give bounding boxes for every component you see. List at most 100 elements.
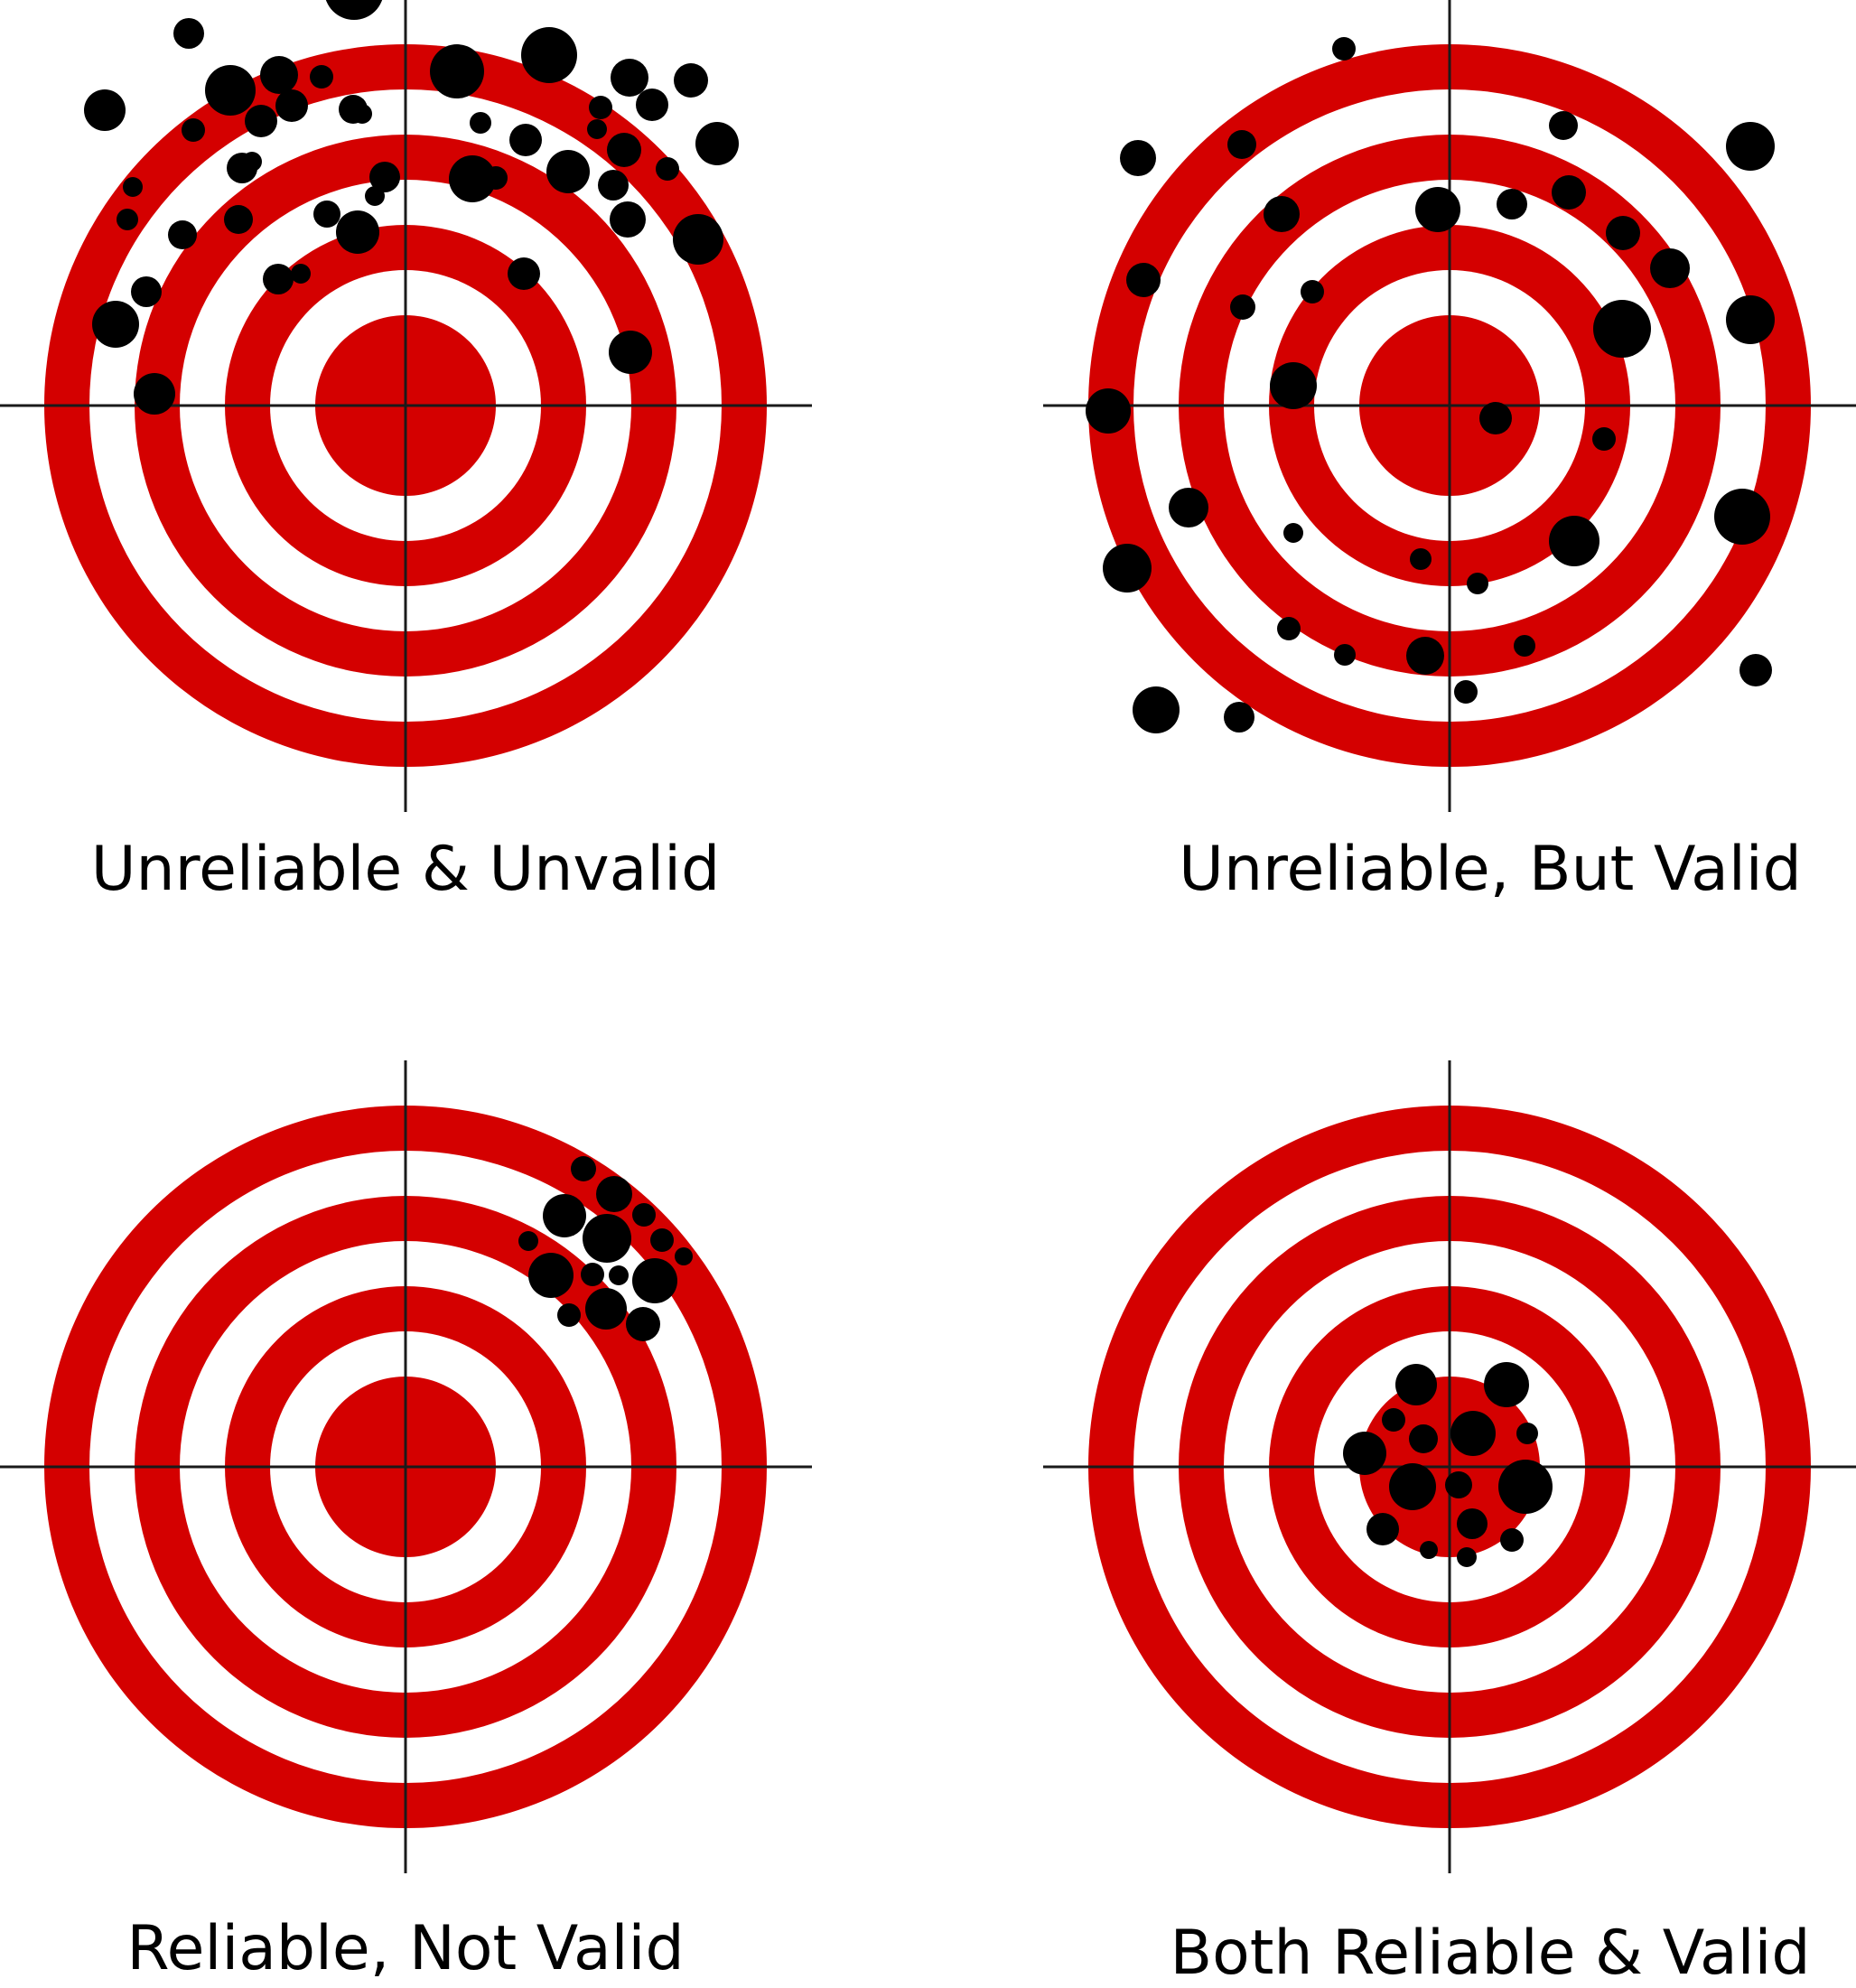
shot-hole [1103, 544, 1152, 593]
shot-hole [1227, 130, 1256, 159]
shot-hole [1334, 644, 1356, 666]
shot-hole [585, 1288, 627, 1330]
target-both-reliable-valid: Both Reliable & Valid [1043, 1060, 1856, 1988]
shot-hole [1498, 1460, 1553, 1514]
shot-hole [609, 331, 652, 374]
shot-hole [1230, 294, 1255, 320]
shot-hole [1467, 573, 1488, 594]
shot-hole [1549, 516, 1600, 566]
shot-hole [1277, 617, 1301, 640]
shot-hole [632, 1203, 656, 1227]
shot-hole [1497, 189, 1527, 219]
shot-hole [610, 201, 646, 238]
target-unreliable-valid: Unreliable, But Valid [1043, 0, 1856, 905]
shot-hole [484, 166, 508, 190]
shot-hole [336, 210, 379, 254]
shot-hole [583, 1214, 631, 1263]
target-caption: Unreliable, But Valid [1179, 834, 1802, 905]
shot-hole [518, 1231, 538, 1251]
shot-hole [1484, 1362, 1529, 1407]
target-caption: Both Reliable & Valid [1170, 1918, 1810, 1988]
shot-hole [260, 56, 298, 94]
shot-hole [182, 118, 205, 142]
shot-hole [587, 119, 607, 139]
shot-hole [1409, 1424, 1438, 1453]
shot-hole [1343, 1432, 1386, 1475]
shot-hole [607, 133, 641, 167]
shot-hole [1726, 295, 1775, 344]
shot-hole [695, 122, 739, 165]
shot-hole [291, 264, 311, 284]
shot-hole [675, 1247, 693, 1265]
shot-hole [1592, 427, 1616, 451]
shot-hole [626, 1307, 660, 1341]
shot-hole [546, 150, 590, 193]
shot-hole [1382, 1408, 1405, 1432]
shot-hole [1516, 1423, 1538, 1444]
shot-hole [1739, 654, 1772, 686]
shot-hole [611, 59, 648, 97]
crosshair [0, 0, 812, 812]
crosshair [0, 1060, 812, 1873]
shot-hole [1714, 489, 1770, 545]
target-unreliable-unvalid: Unreliable & Unvalid [0, 0, 812, 905]
shot-hole [632, 1258, 677, 1303]
shot-hole [1726, 122, 1775, 171]
shot-hole [1264, 196, 1300, 232]
shot-hole [1086, 388, 1131, 434]
shot-hole [571, 1156, 596, 1181]
shot-hole [1479, 402, 1512, 434]
shot-hole [1457, 1508, 1488, 1539]
shot-hole [543, 1194, 586, 1237]
shot-hole [84, 89, 126, 131]
shot-hole [325, 0, 383, 20]
target-caption: Reliable, Not Valid [126, 1913, 684, 1984]
shot-hole [224, 205, 253, 234]
shot-hole [650, 1228, 674, 1252]
shot-hole [1366, 1513, 1399, 1545]
shot-hole [1133, 686, 1180, 733]
shot-holes [1086, 37, 1775, 733]
shot-hole [313, 201, 340, 228]
shot-hole [673, 214, 723, 265]
shot-hole [117, 209, 138, 230]
shot-hole [674, 63, 708, 98]
shot-holes [518, 1156, 693, 1341]
shot-hole [557, 1303, 581, 1327]
shot-hole [581, 1263, 604, 1286]
shot-hole [1450, 1411, 1496, 1456]
shot-hole [1120, 140, 1156, 176]
shot-hole [1301, 280, 1324, 303]
shot-hole [1389, 1463, 1436, 1510]
shot-hole [92, 301, 139, 348]
shot-hole [245, 105, 277, 137]
target-reliable-not-valid: Reliable, Not Valid [0, 1060, 812, 1984]
shot-hole [1332, 37, 1356, 61]
shot-hole [1445, 1471, 1472, 1498]
shot-hole [1454, 680, 1478, 704]
shot-hole [589, 96, 612, 119]
shot-hole [173, 18, 204, 49]
shot-holes [1343, 1362, 1553, 1567]
shot-hole [1395, 1364, 1437, 1405]
shot-hole [449, 155, 496, 202]
shot-hole [1549, 111, 1578, 140]
shot-hole [521, 27, 577, 83]
shot-hole [310, 65, 333, 89]
shot-hole [596, 1176, 632, 1212]
shot-hole [263, 264, 294, 294]
shot-hole [656, 157, 679, 181]
shot-hole [470, 112, 491, 134]
shot-hole [528, 1253, 574, 1298]
crosshair [1043, 1060, 1856, 1873]
shot-hole [352, 104, 372, 124]
shot-hole [123, 177, 143, 197]
shot-hole [509, 124, 542, 156]
shot-hole [1552, 175, 1586, 210]
shot-hole [242, 152, 262, 172]
shot-hole [1169, 488, 1208, 527]
shot-hole [636, 89, 668, 121]
shot-hole [275, 89, 308, 122]
shot-hole [134, 373, 175, 415]
